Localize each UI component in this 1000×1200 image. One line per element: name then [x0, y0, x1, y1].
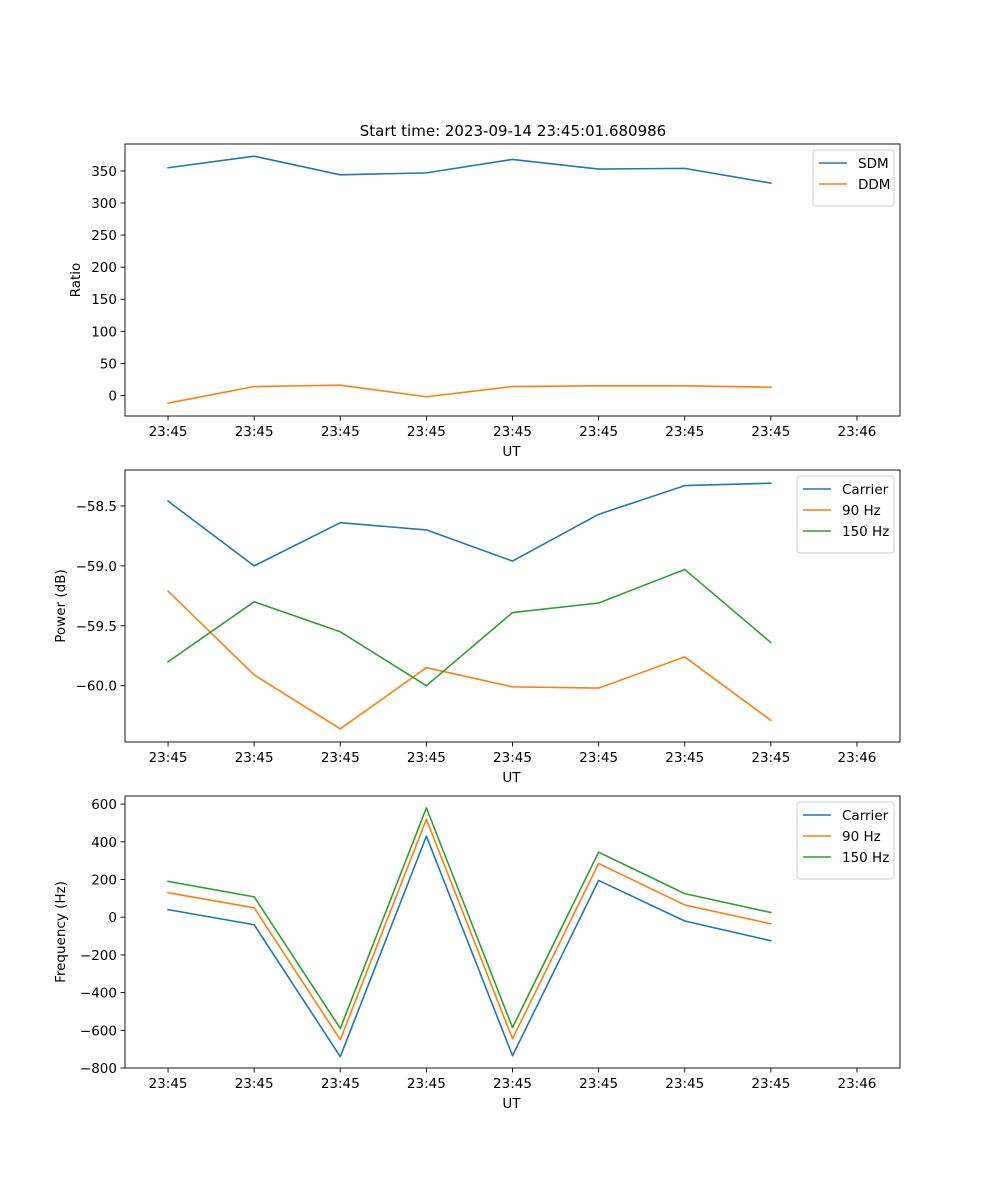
y-tick-label: −59.0	[76, 559, 117, 575]
legend-box	[796, 475, 895, 554]
legend-label: Carrier	[842, 808, 889, 824]
y-tick-label: −600	[80, 1023, 117, 1039]
legend-box	[812, 149, 895, 207]
x-axis-label: UT	[502, 770, 521, 786]
legend-label: DDM	[858, 177, 890, 193]
axes-frame	[124, 469, 901, 743]
series-line-ddm	[167, 384, 772, 405]
x-tick-label: 23:45	[235, 750, 274, 766]
y-tick-label: −200	[80, 948, 117, 964]
x-tick-label: 23:45	[235, 424, 274, 440]
series-line-sdm	[167, 155, 772, 185]
x-axis-label: UT	[502, 1096, 521, 1112]
series-line-90-hz	[167, 818, 772, 1041]
legend-label: 90 Hz	[842, 503, 881, 519]
y-axis-label: Ratio	[68, 263, 84, 298]
panel-3: 23:45 23:45 23:45 23:45 23:45 23:45 23:45 23:45…	[53, 795, 901, 1112]
legend-label: SDM	[858, 156, 889, 172]
x-tick-label: 23:45	[493, 750, 532, 766]
x-tick-label: 23:45	[751, 1076, 790, 1092]
x-tick-label: 23:45	[493, 424, 532, 440]
legend: SDM DDM	[812, 149, 895, 207]
legend-box	[796, 801, 895, 880]
y-tick-label: −58.5	[76, 499, 117, 515]
y-tick-label: 200	[91, 260, 117, 276]
axes-frame	[124, 143, 901, 417]
x-tick-label: 23:45	[149, 1076, 188, 1092]
y-tick-label: 250	[91, 228, 117, 244]
y-tick-label: 50	[100, 356, 117, 372]
legend: Carrier 90 Hz 150 Hz	[796, 801, 895, 880]
y-tick-label: −400	[80, 986, 117, 1002]
y-tick-label: −60.0	[76, 679, 117, 695]
legend-label: 150 Hz	[842, 850, 889, 866]
y-tick-label: 150	[91, 292, 117, 308]
x-tick-label: 23:45	[665, 1076, 704, 1092]
y-tick-label: 350	[91, 164, 117, 180]
series-line-carrier	[167, 835, 772, 1058]
x-tick-label: 23:46	[837, 750, 876, 766]
x-tick-label: 23:46	[837, 1076, 876, 1092]
x-tick-label: 23:45	[149, 424, 188, 440]
y-tick-label: 600	[91, 797, 117, 813]
x-tick-label: 23:45	[321, 1076, 360, 1092]
series-line-carrier	[166, 482, 772, 567]
x-tick-label: 23:45	[235, 1076, 274, 1092]
y-axis-label: Frequency (Hz)	[53, 881, 69, 983]
x-tick-label: 23:45	[493, 1076, 532, 1092]
x-tick-label: 23:45	[321, 424, 360, 440]
series-line-150-hz	[166, 568, 772, 687]
x-tick-label: 23:45	[407, 424, 446, 440]
legend-label: Carrier	[842, 482, 889, 498]
y-tick-label: 0	[108, 910, 117, 926]
legend: Carrier 90 Hz 150 Hz	[796, 475, 895, 554]
y-tick-label: 100	[91, 324, 117, 340]
x-tick-label: 23:45	[321, 750, 360, 766]
x-tick-label: 23:45	[751, 750, 790, 766]
legend-label: 150 Hz	[842, 524, 889, 540]
x-tick-label: 23:45	[579, 1076, 618, 1092]
x-tick-label: 23:45	[149, 750, 188, 766]
x-axis-label: UT	[502, 444, 521, 460]
panel-2: 23:45 23:45 23:45 23:45 23:45 23:45 23:45 23:45…	[53, 469, 901, 786]
x-tick-label: 23:45	[579, 424, 618, 440]
y-tick-label: 400	[91, 835, 117, 851]
series-line-90-hz	[166, 589, 772, 730]
x-tick-label: 23:45	[665, 750, 704, 766]
panel-1: 23:45 23:45 23:45 23:45 23:45 23:45 23:45 23:45…	[68, 143, 901, 460]
series-line-150-hz	[167, 807, 772, 1030]
x-tick-label: 23:45	[407, 750, 446, 766]
legend-label: 90 Hz	[842, 829, 881, 845]
y-tick-label: −800	[80, 1061, 117, 1077]
y-tick-label: −59.5	[76, 619, 117, 635]
x-tick-label: 23:46	[837, 424, 876, 440]
x-tick-label: 23:45	[407, 1076, 446, 1092]
y-tick-label: 300	[91, 196, 117, 212]
x-tick-label: 23:45	[665, 424, 704, 440]
y-axis-label: Power (dB)	[53, 569, 69, 642]
figure-title: Start time: 2023-09-14 23:45:01.680986	[360, 122, 666, 140]
y-tick-label: 200	[91, 873, 117, 889]
x-tick-label: 23:45	[751, 424, 790, 440]
x-tick-label: 23:45	[579, 750, 618, 766]
y-tick-label: 0	[108, 388, 117, 404]
